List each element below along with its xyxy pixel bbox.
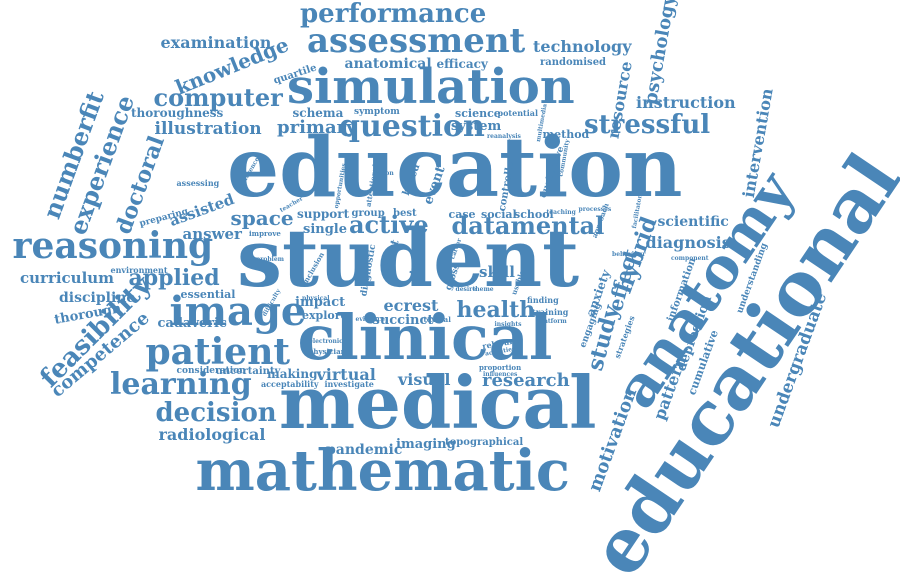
word-ecrest: ecrest (384, 298, 439, 314)
word-essential: essential (181, 289, 236, 300)
word-evidence: evidence (356, 317, 385, 323)
word-answer: answer (183, 227, 242, 242)
word-potential: potential (498, 109, 539, 117)
word-schema: schema (293, 107, 344, 119)
word-illustration: illustration (155, 121, 262, 138)
word-scientific: scientific (658, 215, 729, 229)
word-assessment: assessment (307, 24, 525, 58)
word-problem: problem (256, 257, 284, 263)
word-environment: environment (111, 266, 168, 274)
word-thoroughness: thoroughness (131, 107, 223, 119)
word-visual: visual (398, 372, 450, 388)
word-pandemic: pandemic (326, 443, 402, 457)
word-explore: explore (302, 310, 348, 321)
word-acceptability: acceptability (261, 380, 319, 388)
word-examination: examination (161, 35, 272, 51)
word-best: best (393, 209, 417, 219)
word-randomised: randomised (540, 58, 606, 68)
word-component: component (671, 256, 709, 262)
word-symptom: symptom (354, 108, 400, 117)
word-skill: skill (479, 265, 515, 280)
word-health: health (457, 299, 536, 321)
word-technology: technology (533, 39, 631, 55)
word-lesson: lesson (373, 171, 394, 177)
word-physical: physical (302, 296, 330, 302)
word-system: system (451, 120, 501, 133)
word-improve: improve (249, 230, 281, 237)
word-curriculum: curriculum (20, 271, 114, 286)
word-uncertainty: uncertainty (216, 367, 281, 377)
word-proportion: proportion (479, 364, 521, 371)
word-science: science (455, 108, 501, 119)
word-efficacy: efficacy (437, 58, 488, 70)
word-support: support (297, 208, 349, 220)
word-discipline: discipline (59, 291, 135, 305)
word-reanalysis: reanalysis (487, 134, 521, 140)
word-anatomical: anatomical (345, 57, 432, 71)
word-radiological: radiological (159, 427, 266, 443)
word-assessing: assessing (177, 179, 220, 187)
word-instruction: instruction (636, 95, 736, 111)
word-insights: insights (495, 322, 522, 328)
word-physician: physician (309, 348, 346, 355)
word-primary: primary (277, 119, 357, 137)
word-case: case (449, 209, 476, 220)
word-diagnosis: diagnosis (646, 235, 731, 251)
word-influences: influences (483, 372, 517, 378)
word-topographical: topographical (445, 438, 523, 448)
word-psychology: psychology (642, 0, 679, 106)
word-performance: performance (300, 1, 486, 27)
word-desire: desire (456, 287, 477, 293)
word-single: single (303, 223, 347, 236)
word-behaviour: behaviour (612, 252, 646, 258)
word-teaching: teaching (547, 210, 576, 216)
word-platform: platform (538, 319, 567, 325)
word-training: training (532, 308, 568, 316)
word-finding: finding (527, 296, 559, 304)
word-textual: textual (424, 316, 451, 323)
word-decision: decision (156, 400, 277, 426)
word-investigate: investigate (325, 380, 374, 388)
word-electronic: electronic (309, 339, 343, 345)
word-group: group (352, 209, 385, 219)
word-cadaveric: cadaveric (158, 317, 227, 330)
